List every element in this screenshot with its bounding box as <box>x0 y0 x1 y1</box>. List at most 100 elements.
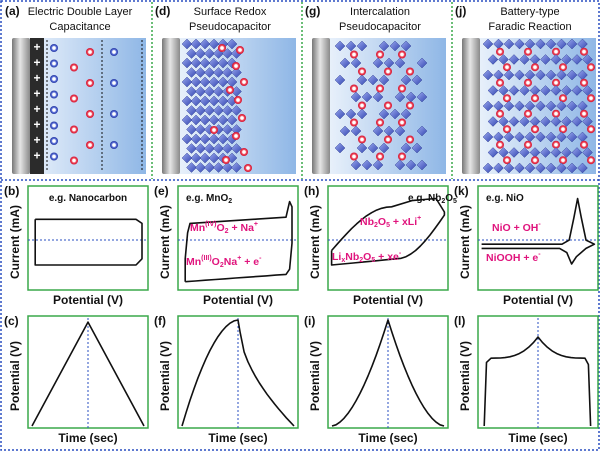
reaction: Nb2O5 + xLi+ <box>360 215 421 229</box>
cation <box>350 118 358 127</box>
panel-label: (d) <box>155 4 170 18</box>
text-segment: + xe <box>375 251 399 263</box>
lattice-diamond <box>540 147 551 158</box>
text-segment: 5 <box>453 198 457 205</box>
anion <box>50 152 58 161</box>
lattice-diamond <box>199 133 211 145</box>
lattice-diamond <box>535 162 546 174</box>
text-segment: 5 <box>371 257 375 264</box>
lattice-diamond <box>204 86 215 97</box>
cation <box>559 94 567 103</box>
cation <box>240 148 248 156</box>
cation <box>384 67 392 76</box>
lattice-diamond <box>400 40 412 52</box>
charge-discharge-curve <box>483 336 592 427</box>
cv-curve <box>184 200 293 283</box>
anion <box>50 75 58 83</box>
cation <box>376 152 384 161</box>
lattice-diamond <box>204 48 215 59</box>
text-segment: (III) <box>201 255 212 262</box>
cation <box>580 78 588 87</box>
lattice-diamond <box>208 76 220 88</box>
lattice-diamond <box>190 95 202 107</box>
lattice-diamond <box>498 85 509 96</box>
cation <box>86 79 94 87</box>
x-axis-label: Time (sec) <box>58 431 117 445</box>
text-segment: e.g. NiO <box>486 193 524 204</box>
cation <box>587 63 595 72</box>
lattice-diamond <box>503 38 515 50</box>
cation <box>406 101 414 110</box>
lattice-diamond <box>350 159 362 171</box>
cation <box>531 94 539 103</box>
text-segment: NiOOH + e <box>486 252 538 264</box>
lattice-diamond <box>535 131 546 143</box>
lattice-diamond <box>213 143 224 154</box>
lattice-diamond <box>514 69 525 81</box>
lattice-diamond <box>345 108 357 120</box>
lattice-diamond <box>571 116 583 127</box>
lattice-diamond <box>519 54 530 65</box>
charge-sign: + <box>33 133 40 147</box>
charge-sign: + <box>33 71 40 85</box>
y-axis-label: Current (mA) <box>458 205 472 279</box>
anion <box>110 48 118 56</box>
lattice-diamond <box>356 108 368 120</box>
cation <box>376 50 384 59</box>
lattice-diamond <box>190 57 202 69</box>
lattice-diamond <box>514 100 525 112</box>
lattice-diamond <box>231 162 242 173</box>
text-segment: Mn <box>186 256 201 268</box>
cv-curve <box>330 197 446 266</box>
charge-discharge-curve <box>31 321 145 427</box>
lattice-diamond <box>190 133 202 145</box>
lattice-diamond <box>582 147 593 158</box>
charge-sign: + <box>33 87 40 101</box>
lattice-diamond <box>372 159 384 171</box>
cation <box>398 118 406 127</box>
cation <box>552 47 560 56</box>
lattice-diamond <box>204 143 215 154</box>
electrode <box>12 38 30 174</box>
lattice-diamond <box>519 147 530 158</box>
lattice-diamond <box>186 67 197 78</box>
cation <box>350 84 358 93</box>
cv-plot-frame <box>477 185 599 291</box>
lattice-diamond <box>582 54 593 65</box>
lattice-diamond <box>566 131 578 143</box>
anion <box>110 141 118 149</box>
lattice-diamond <box>222 67 233 78</box>
reaction: Mn(III)O2Na+ + e- <box>186 255 262 269</box>
lattice-diamond <box>181 95 193 107</box>
lattice-diamond <box>394 125 406 137</box>
cation <box>503 63 511 72</box>
lattice-diamond <box>334 40 346 52</box>
anion <box>50 90 58 99</box>
cation <box>240 78 248 86</box>
lattice-diamond <box>566 100 578 112</box>
lattice-diamond <box>339 125 351 137</box>
lattice-diamond <box>378 74 390 86</box>
cation <box>376 118 384 127</box>
cation <box>384 135 392 144</box>
cation <box>398 50 406 59</box>
cation <box>524 47 532 56</box>
charged-layer <box>30 38 44 174</box>
text-segment: 2 <box>220 262 224 269</box>
cation <box>524 140 532 149</box>
lattice-diamond <box>195 162 206 173</box>
text-segment: Nb <box>360 216 374 228</box>
lattice-diamond <box>199 114 211 126</box>
text-segment: 2 <box>441 198 445 205</box>
electrode <box>312 38 330 174</box>
anion <box>50 59 58 68</box>
cation <box>503 94 511 103</box>
panel-label: (e) <box>154 184 169 198</box>
lattice-diamond <box>199 57 211 69</box>
text-segment: (IV) <box>205 221 216 228</box>
lattice-diamond <box>222 124 233 135</box>
lattice-diamond <box>208 57 220 69</box>
lattice-diamond <box>566 162 578 174</box>
lattice-diamond <box>356 40 368 52</box>
lattice-diamond <box>222 143 233 154</box>
